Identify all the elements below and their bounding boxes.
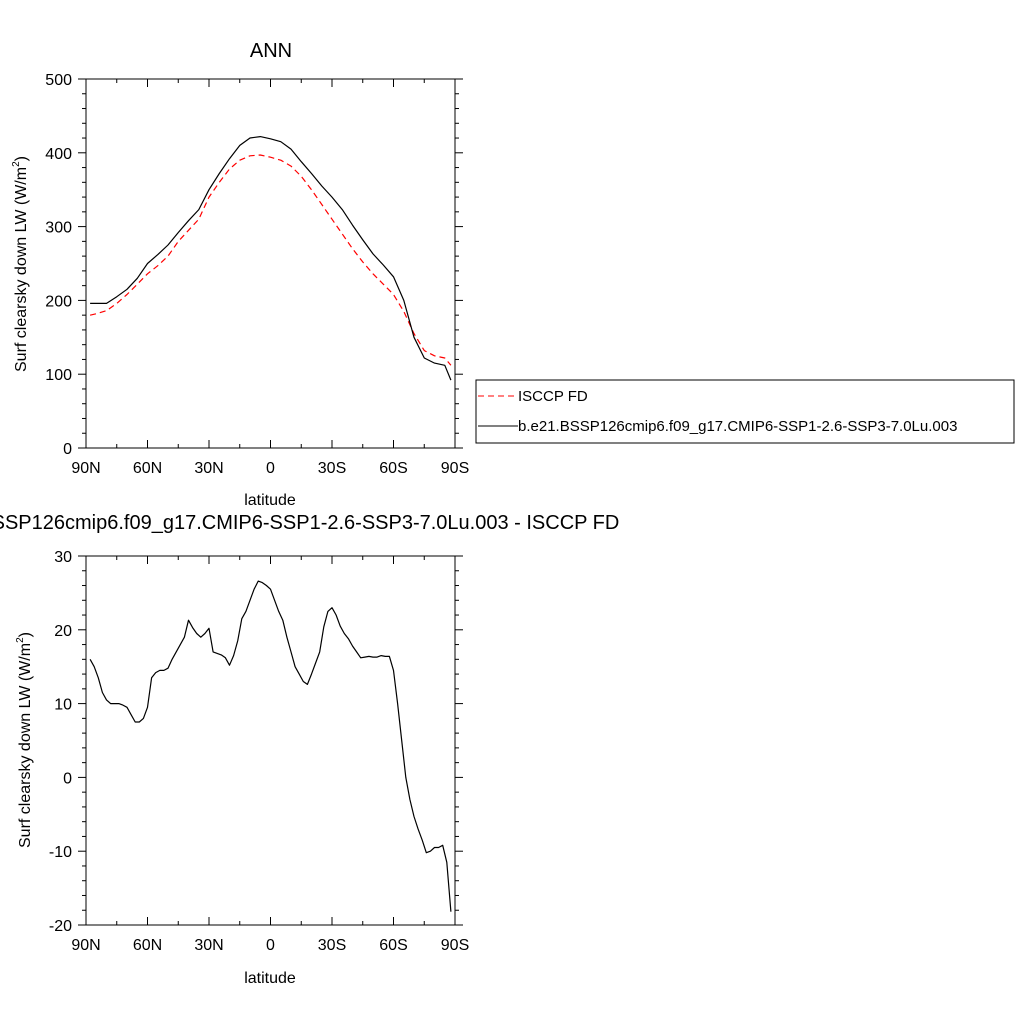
- difference-panel: b.e21.BSSP126cmip6.f09_g17.CMIP6-SSP1-2.…: [0, 512, 619, 987]
- panel-title: b.e21.BSSP126cmip6.f09_g17.CMIP6-SSP1-2.…: [0, 512, 619, 534]
- x-tick-label: 60S: [379, 937, 407, 954]
- series-lines: [89, 580, 452, 912]
- x-tick-label: 90N: [71, 460, 100, 477]
- x-tick-label: 0: [266, 460, 275, 477]
- plot-frame: [85, 78, 456, 449]
- x-axis-label: latitude: [244, 492, 296, 509]
- y-tick-label: 10: [54, 697, 72, 714]
- x-tick-label: 60S: [379, 460, 407, 477]
- x-tick-label: 30S: [318, 460, 346, 477]
- y-tick-label: 30: [54, 549, 72, 566]
- x-tick-label: 90N: [71, 937, 100, 954]
- x-tick-label: 30N: [194, 460, 223, 477]
- plot-frame: [85, 555, 456, 926]
- tick-labels: 90N 60N 30N 0 30S 60S 90S -20 -10 0 10 20 30: [49, 549, 469, 954]
- tick-labels: 90N 60N 30N 0 30S 60S 90S 0 100 200 300 400 500: [45, 72, 469, 477]
- x-tick-label: 90S: [441, 460, 469, 477]
- y-axis-label-sup: 2: [15, 637, 26, 643]
- series-line-isccp: [89, 154, 452, 366]
- legend: ISCCP FD b.e21.BSSP126cmip6.f09_g17.CMIP…: [475, 379, 1015, 444]
- y-tick-label: -20: [49, 918, 72, 935]
- series-lines: [89, 136, 452, 381]
- y-axis-label-sup: 2: [11, 161, 22, 167]
- zonal-mean-panel: ANN 90N 60N 30N 0 30S 60S 90S0100200300400500 …: [11, 40, 1015, 509]
- legend-label-isccp: ISCCP FD: [518, 388, 588, 405]
- y-axis-label: Surf clearsky down LW (W/m2): [15, 632, 34, 848]
- x-tick-label: 30S: [318, 937, 346, 954]
- y-tick-label: 200: [45, 293, 72, 310]
- x-tick-label: 60N: [133, 937, 162, 954]
- y-axis-label-main: Surf clearsky down LW (W/m: [17, 643, 34, 848]
- y-tick-label: 0: [63, 770, 72, 787]
- y-axis-label-close: ): [17, 632, 34, 637]
- y-tick-label: 400: [45, 146, 72, 163]
- y-tick-label: 0: [63, 441, 72, 458]
- legend-box: [475, 379, 1015, 444]
- y-axis-label: Surf clearsky down LW (W/m2): [11, 156, 30, 372]
- panel-title: ANN: [250, 40, 292, 62]
- y-axis-label-main: Surf clearsky down LW (W/m: [13, 167, 30, 372]
- y-tick-label: 500: [45, 72, 72, 89]
- y-tick-label: 300: [45, 220, 72, 237]
- axis-ticks: [78, 555, 463, 926]
- x-tick-label: 90S: [441, 937, 469, 954]
- x-tick-label: 60N: [133, 460, 162, 477]
- x-axis-label: latitude: [244, 970, 296, 987]
- series-line-model: [90, 136, 452, 381]
- legend-label-model: b.e21.BSSP126cmip6.f09_g17.CMIP6-SSP1-2.…: [518, 418, 957, 435]
- x-tick-label: 0: [266, 937, 275, 954]
- y-axis-label-close: ): [13, 156, 30, 161]
- x-tick-label: 30N: [194, 937, 223, 954]
- axis-ticks: [78, 78, 463, 449]
- series-line-model: [89, 580, 452, 912]
- y-tick-label: 100: [45, 367, 72, 384]
- y-tick-label: 20: [54, 623, 72, 640]
- y-tick-label: -10: [49, 844, 72, 861]
